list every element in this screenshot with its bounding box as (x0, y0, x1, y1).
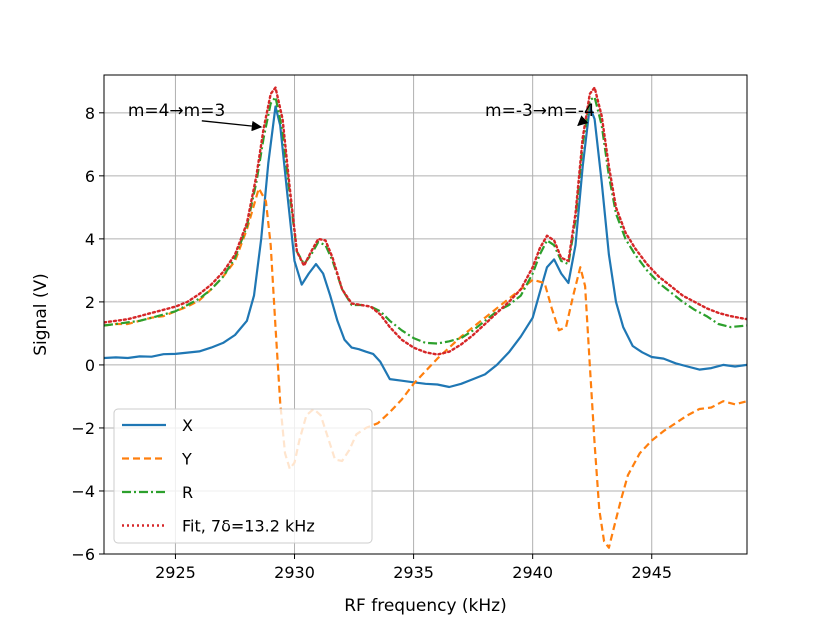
annotation-text-1: m=-3→m=-4 (485, 101, 595, 121)
legend: XYR Fit, 7δ=13.2 kHz (113, 408, 373, 544)
x-tick-label: 2925 (155, 563, 196, 582)
legend-label-3: Fit, 7δ=13.2 kHz (182, 517, 315, 536)
y-tick-label: 6 (85, 167, 95, 186)
x-tick-label: 2945 (631, 563, 672, 582)
y-tick-label: −6 (71, 545, 95, 564)
legend-label-1: Y (181, 450, 192, 469)
y-tick-label: −2 (71, 419, 95, 438)
x-tick-label: 2940 (512, 563, 553, 582)
series-line-1 (104, 187, 747, 549)
y-axis-label: Signal (V) (31, 273, 51, 356)
annotation-arrow-1 (577, 115, 589, 127)
y-tick-label: 4 (85, 230, 95, 249)
legend-label-2: R (182, 483, 193, 502)
annotation-text-0: m=4→m=3 (128, 101, 225, 121)
annotation-arrow-0 (201, 120, 263, 132)
legend-box (113, 408, 373, 544)
y-tick-label: 8 (85, 104, 95, 123)
plot-frame (103, 74, 748, 555)
x-axis-label: RF frequency (kHz) (344, 596, 506, 616)
series-line-3 (104, 86, 747, 356)
legend-label-0: X (182, 416, 193, 435)
peak-annotations: m=4→m=3 m=-3→m=-4 (128, 101, 595, 132)
y-tick-label: 0 (85, 356, 95, 375)
series-line-2 (104, 96, 747, 345)
x-tick-label: 2935 (393, 563, 434, 582)
axis-ticks: 2925 2930 2935 2940 2945 −6 −4 −2 0 2 4 6 8 (71, 104, 672, 582)
x-tick-label: 2930 (274, 563, 315, 582)
y-tick-label: −4 (71, 482, 95, 501)
plot-series (104, 86, 747, 549)
y-tick-label: 2 (85, 293, 95, 312)
